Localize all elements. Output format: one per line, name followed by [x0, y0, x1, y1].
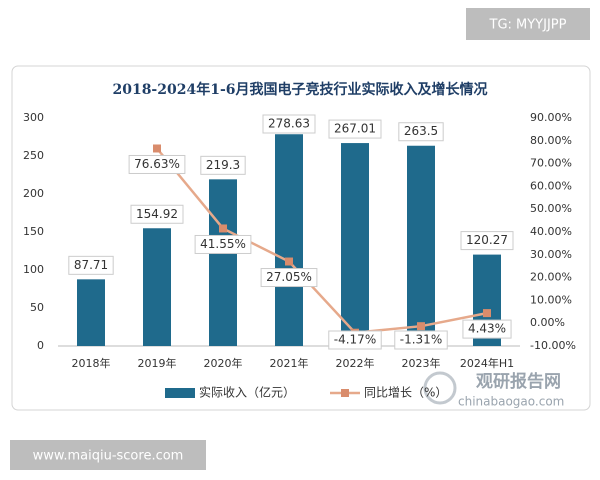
data-label: -4.17%: [334, 333, 376, 347]
data-label: 263.5: [404, 124, 438, 138]
watermark-top: TG: MYYJJPP: [489, 18, 567, 33]
data-label-box: [460, 231, 514, 251]
y2-tick-label: 90.00%: [530, 111, 572, 124]
bar: [77, 279, 105, 346]
data-label: 87.71: [74, 258, 108, 272]
data-label: 76.63%: [134, 157, 180, 171]
data-label: 41.55%: [200, 237, 246, 251]
y-tick-label: 0: [37, 339, 44, 352]
data-label: 4.43%: [468, 322, 506, 336]
data-label: 278.63: [268, 117, 310, 131]
x-tick-label: 2020年: [204, 356, 243, 370]
bar: [341, 143, 369, 346]
y2-tick-label: 20.00%: [530, 271, 572, 284]
line-marker: [153, 144, 161, 153]
data-label-box: [262, 114, 316, 134]
x-tick-label: 2024年H1: [460, 356, 514, 370]
chart-title: 2018-2024年1-6月我国电子竞技行业实际收入及增长情况: [112, 81, 487, 98]
x-tick-label: 2018年: [72, 356, 111, 370]
bar: [143, 228, 171, 346]
y-tick-label: 300: [23, 111, 44, 124]
bar: [407, 145, 435, 346]
data-label: 267.01: [334, 122, 376, 136]
data-label-box: [260, 268, 318, 288]
y-tick-label: 250: [23, 149, 44, 162]
watermark-box: [466, 8, 590, 40]
data-label-box: [128, 154, 186, 174]
legend-swatch: [165, 388, 195, 398]
legend-label: 实际收入（亿元）: [199, 385, 295, 400]
data-label-box: [394, 330, 448, 350]
y2-tick-label: -10.00%: [530, 339, 576, 352]
data-label: 120.27: [466, 233, 508, 247]
data-label: 219.3: [206, 158, 240, 172]
y2-tick-label: 0.00%: [530, 316, 565, 329]
data-label: -1.31%: [400, 333, 442, 347]
data-label-box: [328, 119, 382, 139]
x-tick-label: 2022年: [336, 356, 375, 370]
logo-name: 观研报告网: [475, 371, 561, 392]
y2-tick-label: 40.00%: [530, 225, 572, 238]
line: [156, 147, 488, 335]
line-marker: [417, 322, 425, 331]
legend-swatch: [341, 389, 349, 397]
data-label-box: [398, 122, 444, 142]
line-marker: [483, 309, 491, 318]
x-tick-label: 2019年: [138, 356, 177, 370]
data-label-box: [462, 319, 512, 339]
x-tick-label: 2023年: [402, 356, 441, 370]
logo-icon: [423, 371, 457, 405]
bar: [275, 134, 303, 346]
watermark-bottom: www.maiqiu-score.com: [33, 449, 184, 464]
watermark-box: [10, 440, 206, 470]
y-tick-label: 50: [30, 301, 44, 314]
y-tick-label: 150: [23, 225, 44, 238]
data-label-box: [328, 330, 382, 350]
logo-url: chinabaogao.com: [458, 395, 564, 409]
line-marker: [285, 257, 293, 266]
y-tick-label: 100: [23, 263, 44, 276]
data-label-box: [200, 155, 246, 175]
y2-tick-label: 60.00%: [530, 179, 572, 192]
data-label-box: [194, 234, 252, 254]
y2-tick-label: 30.00%: [530, 248, 572, 261]
data-label-box: [130, 204, 184, 224]
data-label: 27.05%: [266, 270, 312, 284]
x-tick-label: 2021年: [270, 356, 309, 370]
legend-label: 同比增长（%）: [364, 386, 447, 400]
y2-tick-label: 10.00%: [530, 293, 572, 306]
bar: [209, 179, 237, 346]
y2-tick-label: 70.00%: [530, 157, 572, 170]
y2-tick-label: 80.00%: [530, 134, 572, 147]
y-tick-label: 200: [23, 187, 44, 200]
y2-tick-label: 50.00%: [530, 202, 572, 215]
data-label-box: [68, 255, 114, 275]
data-label: 154.92: [136, 207, 178, 221]
line-marker: [219, 224, 227, 233]
